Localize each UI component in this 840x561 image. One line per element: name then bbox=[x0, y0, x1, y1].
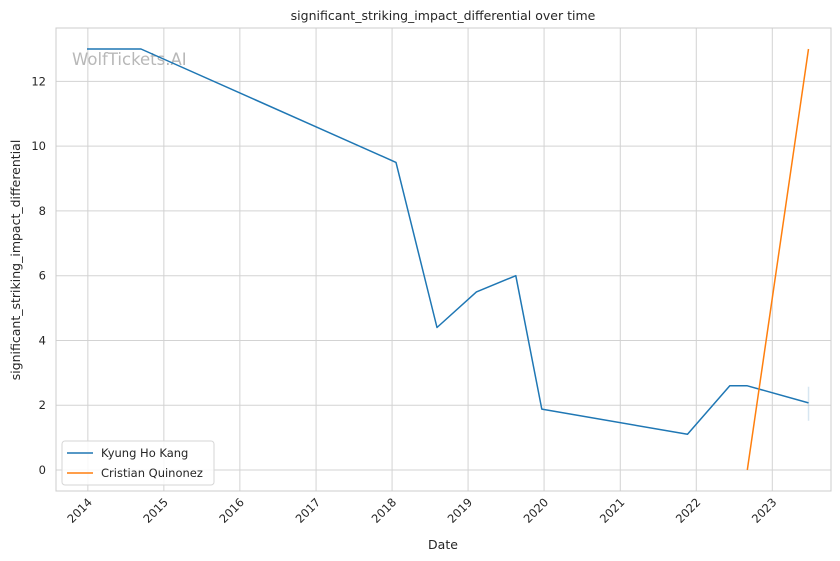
series-layer bbox=[87, 48, 810, 471]
y-axis-title: significant_striking_impact_differential bbox=[8, 140, 23, 381]
y-axis-ticks: 0 2 4 6 8 10 12 bbox=[31, 74, 46, 477]
x-tick-label: 2019 bbox=[445, 495, 476, 526]
x-axis-ticks: 2014 2015 2016 2017 2018 2019 2020 2021 2022 2023 bbox=[64, 495, 779, 526]
x-tick-label: 2020 bbox=[521, 495, 552, 526]
series-line-1 bbox=[746, 48, 810, 471]
x-tick-label: 2017 bbox=[293, 495, 324, 526]
chart-title: significant_striking_impact_differential… bbox=[291, 8, 596, 23]
x-tick-label: 2022 bbox=[673, 495, 704, 526]
x-tick-label: 2021 bbox=[597, 495, 628, 526]
legend-box bbox=[61, 440, 215, 486]
y-tick-label: 6 bbox=[39, 269, 46, 283]
y-tick-label: 0 bbox=[39, 463, 46, 477]
x-tick-label: 2014 bbox=[64, 495, 95, 526]
x-axis-title: Date bbox=[428, 537, 458, 552]
x-tick-label: 2016 bbox=[216, 495, 247, 526]
grid bbox=[56, 28, 831, 491]
y-tick-label: 2 bbox=[39, 398, 46, 412]
series-line-0 bbox=[87, 48, 809, 436]
x-tick-label: 2023 bbox=[749, 495, 780, 526]
legend-label: Kyung Ho Kang bbox=[101, 446, 188, 460]
x-tick-label: 2015 bbox=[140, 495, 171, 526]
y-tick-label: 4 bbox=[39, 333, 46, 347]
x-tick-label: 2018 bbox=[369, 495, 400, 526]
plot-frame bbox=[55, 27, 832, 492]
y-tick-label: 10 bbox=[31, 139, 46, 153]
watermark: WolfTickets.AI bbox=[72, 50, 187, 69]
legend-label: Cristian Quinonez bbox=[101, 466, 203, 480]
y-tick-label: 12 bbox=[31, 74, 46, 88]
legend: Kyung Ho Kang Cristian Quinonez bbox=[61, 440, 215, 486]
y-tick-label: 8 bbox=[39, 204, 46, 218]
